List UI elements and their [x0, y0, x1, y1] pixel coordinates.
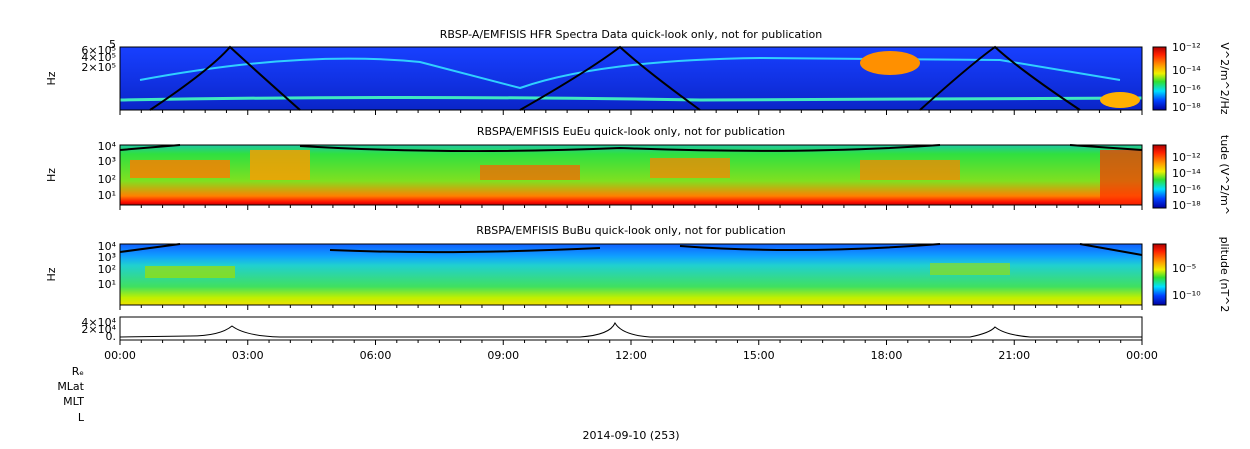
colorbar-tick-label: 10⁻¹²: [1172, 151, 1201, 164]
y-tick-label: 5: [109, 38, 116, 51]
colorbar-tick-label: 10⁻¹⁴: [1172, 167, 1201, 180]
emission-blob: [930, 263, 1010, 275]
colorbar-tick-label: 10⁻¹⁸: [1172, 101, 1201, 114]
emission-blob: [145, 266, 235, 278]
colorbar-tick-label: 10⁻¹⁸: [1172, 199, 1201, 212]
y-axis-label: Hz: [45, 168, 58, 182]
x-tick-label: 00:00: [104, 349, 136, 362]
emission-blob: [1100, 150, 1142, 205]
y-tick-label: 10³: [98, 251, 116, 264]
ephemeris-label: MLat: [57, 380, 84, 393]
y-tick-label: 10⁴: [98, 140, 117, 153]
y-tick-label: 10²: [98, 263, 116, 276]
colorbar-tick-label: 10⁻¹⁴: [1172, 64, 1201, 77]
altitude-line: [119, 321, 1142, 338]
spectrograms: [119, 47, 1143, 305]
emission-blob: [860, 160, 960, 180]
emission-blob: [650, 158, 730, 178]
colorbar-tick-label: 10⁻¹²: [1172, 41, 1201, 54]
panel-title: RBSPA/EMFISIS EuEu quick-look only, not …: [477, 125, 785, 138]
emission-blob: [480, 165, 580, 180]
emission-band: [139, 56, 1121, 90]
colorbar-title: V^2/m^2/Hz: [1218, 42, 1231, 114]
panel-title: RBSP-A/EMFISIS HFR Spectra Data quick-lo…: [440, 28, 823, 41]
x-tick-label: 00:00: [1126, 349, 1158, 362]
x-tick-label: 12:00: [615, 349, 647, 362]
ephemeris-label: MLT: [63, 395, 84, 408]
ephemeris-label: Rₑ: [72, 365, 84, 378]
colorbar-title: plitude (nT^2: [1218, 237, 1231, 313]
y-tick-label: 10³: [98, 155, 116, 168]
y-tick-label: 10²: [98, 173, 116, 186]
colorbar-tick-label: 10⁻⁵: [1172, 262, 1196, 275]
curve: [119, 243, 1143, 256]
y-tick-label: 6×10⁵: [81, 44, 116, 57]
colorbar-tick-label: 10⁻¹⁰: [1172, 289, 1201, 302]
panel-title: RBSPA/EMFISIS BuBu quick-look only, not …: [476, 224, 786, 237]
y-tick-label: 0.: [106, 330, 117, 343]
x-tick-label: 18:00: [871, 349, 903, 362]
x-tick-label: 03:00: [232, 349, 264, 362]
y-tick-label: 4×10⁵: [81, 51, 116, 64]
x-tick-label: 09:00: [487, 349, 519, 362]
emission-blob: [1100, 92, 1140, 108]
y-tick-label: 10¹: [98, 189, 116, 202]
y-tick-label: 10⁴: [98, 240, 117, 253]
y-tick-label: 10¹: [98, 278, 116, 291]
date-label: 2014-09-10 (253): [582, 429, 679, 442]
y-tick-label: 2×10⁵: [81, 61, 116, 74]
x-tick-label: 15:00: [743, 349, 775, 362]
emission-band: [119, 96, 1143, 102]
colorbar: [1152, 144, 1167, 209]
y-tick-label: 4×10⁴: [81, 316, 116, 329]
y-tick-label: 2×10⁴: [81, 323, 116, 336]
curve: [119, 144, 1143, 153]
x-tick-label: 21:00: [998, 349, 1030, 362]
colorbar-tick-label: 10⁻¹⁶: [1172, 183, 1201, 196]
ephemeris-label: L: [78, 411, 85, 424]
y-axis-label: Hz: [45, 71, 58, 85]
frames: [119, 46, 1167, 306]
emission-blob: [130, 160, 230, 178]
boundary-curves: [119, 45, 1143, 256]
y-axis-label: Hz: [45, 267, 58, 281]
emission-blob: [250, 150, 310, 180]
emission-blob: [860, 51, 920, 75]
colorbar-tick-label: 10⁻¹⁶: [1172, 83, 1201, 96]
colorbar: [1152, 46, 1167, 111]
colorbar: [1152, 243, 1167, 306]
x-tick-label: 06:00: [360, 349, 392, 362]
colorbar-title: tude (V^2/m^: [1218, 135, 1231, 215]
